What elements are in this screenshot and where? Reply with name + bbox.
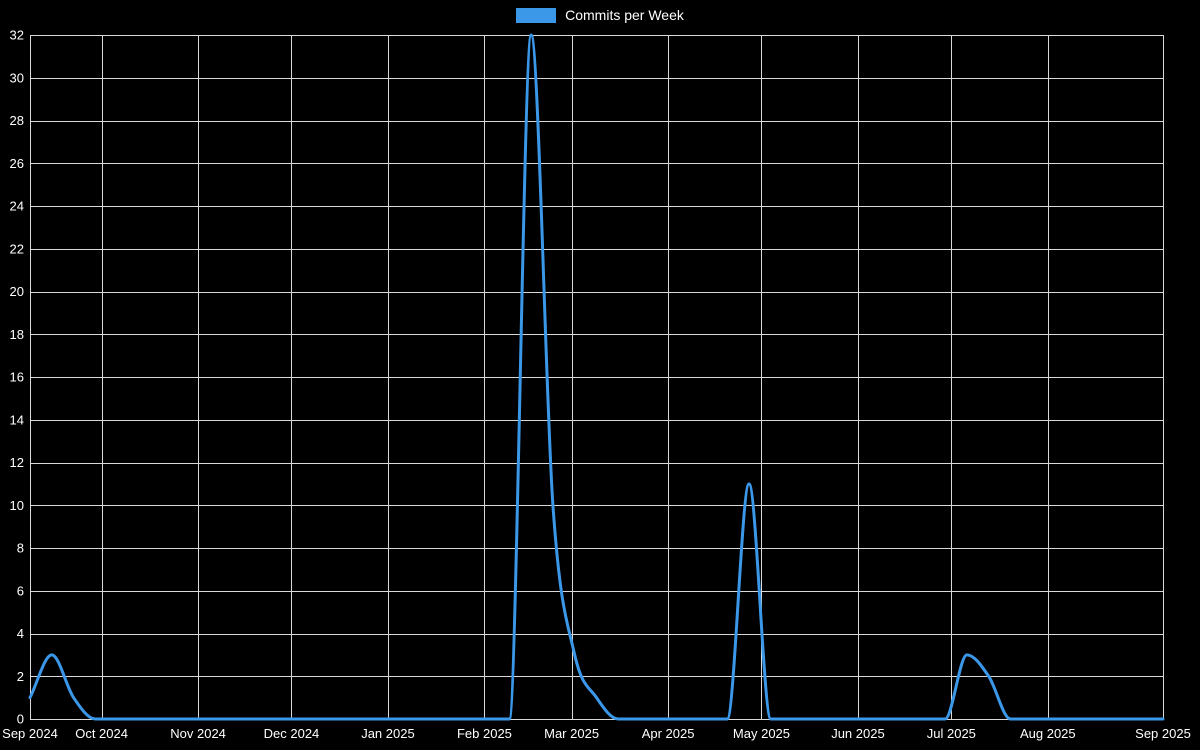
y-tick-label: 22 (10, 241, 24, 256)
y-tick-label: 26 (10, 156, 24, 171)
x-tick-label: Sep 2024 (2, 726, 58, 741)
y-tick-label: 32 (10, 28, 24, 43)
y-tick-label: 20 (10, 284, 24, 299)
y-tick-label: 28 (10, 113, 24, 128)
y-tick-label: 10 (10, 498, 24, 513)
x-tick-label: Nov 2024 (170, 726, 226, 741)
legend-item-commits[interactable]: Commits per Week (516, 7, 684, 23)
y-tick-label: 16 (10, 370, 24, 385)
y-tick-label: 2 (17, 669, 24, 684)
legend-swatch (516, 7, 557, 23)
x-axis-labels: Sep 2024 Oct 2024 Nov 2024 Dec 2024 Jan 2025… (2, 726, 1191, 741)
y-tick-label: 8 (17, 541, 24, 556)
legend-label: Commits per Week (565, 7, 684, 23)
x-tick-label: Oct 2024 (75, 726, 128, 741)
x-tick-label: Jun 2025 (831, 726, 885, 741)
x-tick-label: Jul 2025 (927, 726, 976, 741)
x-tick-label: Dec 2024 (264, 726, 320, 741)
y-tick-label: 14 (10, 412, 24, 427)
y-tick-label: 0 (17, 712, 24, 727)
y-tick-label: 18 (10, 327, 24, 342)
y-tick-label: 6 (17, 583, 24, 598)
x-tick-label: Mar 2025 (544, 726, 599, 741)
y-tick-label: 4 (17, 626, 24, 641)
x-tick-label: Aug 2025 (1020, 726, 1076, 741)
x-tick-label: Jan 2025 (361, 726, 415, 741)
legend: Commits per Week (0, 7, 1200, 23)
y-tick-label: 30 (10, 70, 24, 85)
y-tick-label: 12 (10, 455, 24, 470)
grid (30, 35, 1164, 720)
y-tick-label: 24 (10, 199, 24, 214)
x-tick-label: Apr 2025 (642, 726, 695, 741)
x-tick-label: Sep 2025 (1135, 726, 1191, 741)
x-tick-label: Feb 2025 (457, 726, 512, 741)
series-line-commits (28, 33, 1165, 721)
x-tick-label: May 2025 (733, 726, 790, 741)
